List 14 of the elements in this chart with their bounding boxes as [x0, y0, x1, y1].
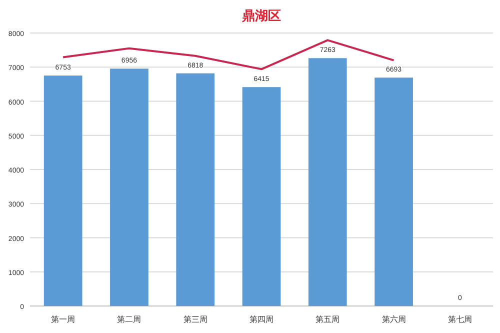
- bar: [176, 73, 215, 306]
- x-tick-label: 第二周: [117, 315, 142, 324]
- x-tick-label: 第五周: [316, 315, 340, 324]
- bar: [110, 68, 148, 306]
- x-tick-label: 第三周: [183, 315, 208, 324]
- x-tick-label: 第一周: [51, 315, 76, 324]
- bar: [308, 58, 347, 306]
- bar: [374, 78, 413, 306]
- title: 鼎湖区: [242, 8, 281, 23]
- x-tick-label: 第六周: [382, 315, 406, 324]
- x-tick-label: 第四周: [250, 315, 274, 324]
- bar: [44, 76, 82, 306]
- x-tick-label: 第七周: [448, 315, 472, 324]
- bar: [242, 87, 281, 306]
